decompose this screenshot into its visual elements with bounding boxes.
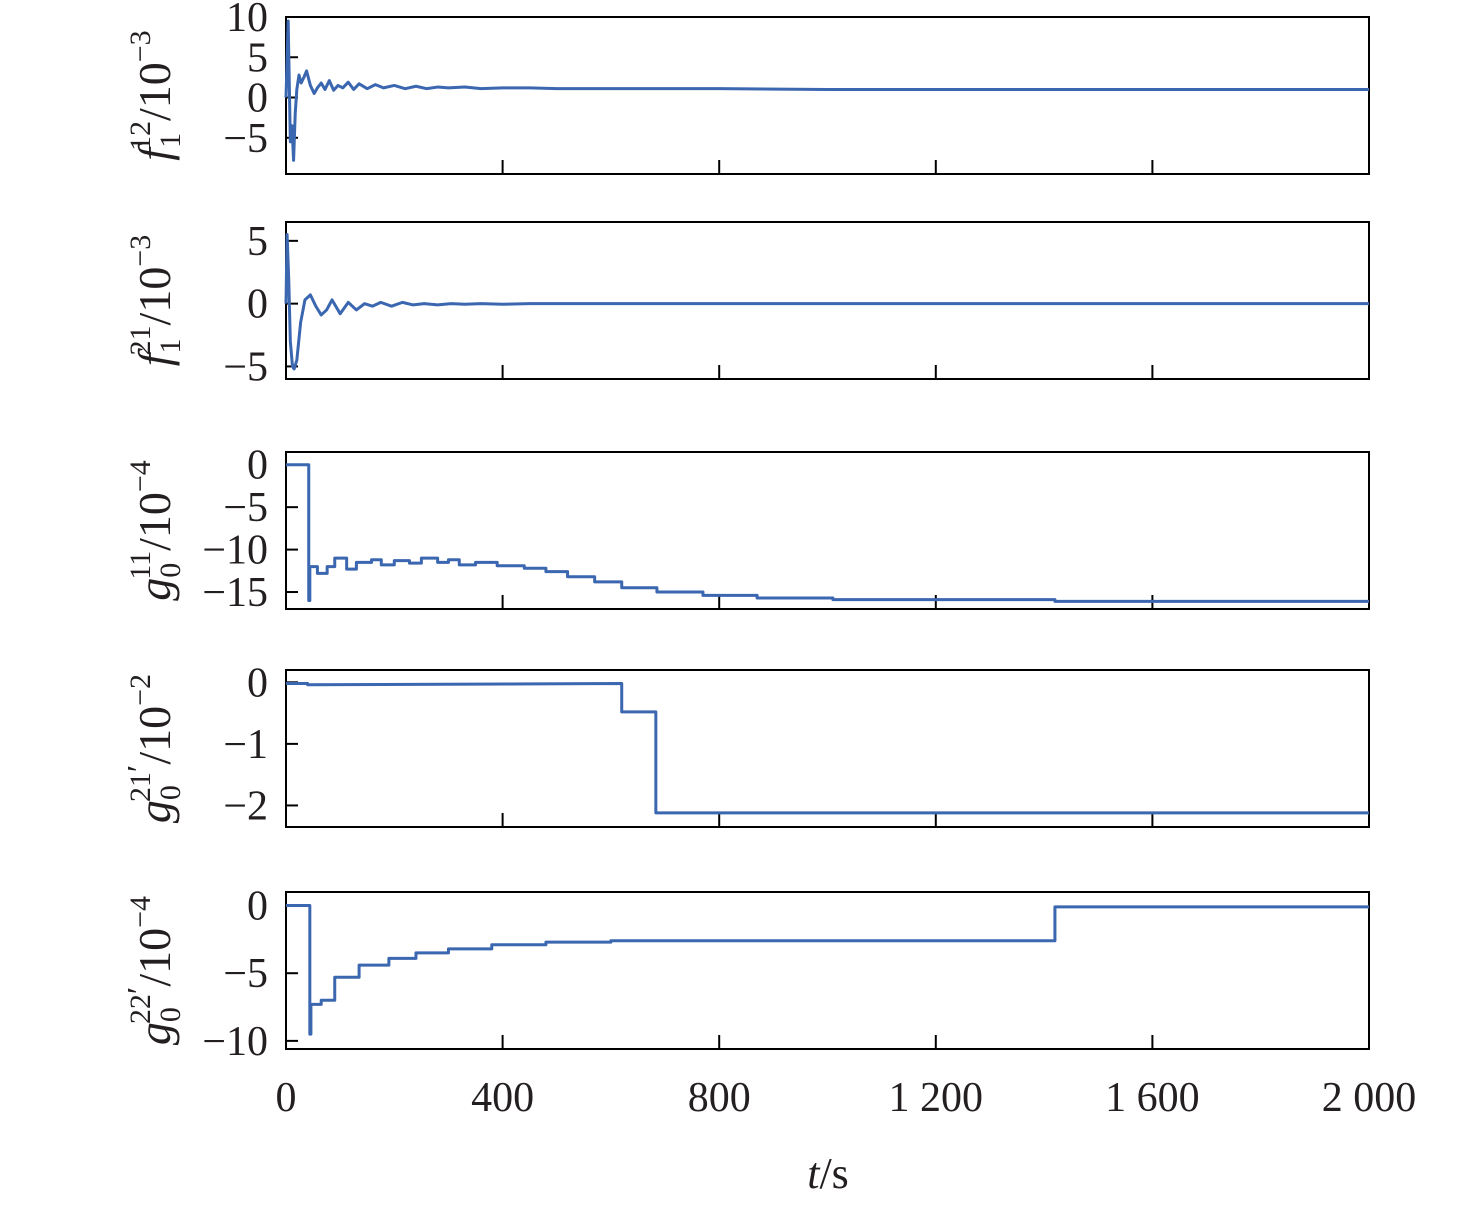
- series-line: [286, 463, 1369, 603]
- y-label-exponent: −2: [124, 674, 157, 706]
- series-line: [286, 682, 1369, 815]
- y-axis-label: g022′/10−4: [121, 896, 187, 1045]
- series-line: [284, 19, 1369, 162]
- y-label-prime: ′: [121, 987, 158, 994]
- y-label-symbol: g: [129, 1022, 180, 1045]
- y-label-scale: /10: [129, 492, 180, 551]
- y-tick-label: 0: [247, 282, 268, 328]
- y-label-superscript: 12: [124, 121, 157, 151]
- x-axis-label: t/s: [807, 1149, 849, 1198]
- y-label-scale: /10: [129, 62, 180, 121]
- panel-frame: [285, 669, 1370, 828]
- y-tick-label: −5: [223, 344, 268, 390]
- y-axis-label: f121/10−3: [124, 235, 187, 366]
- y-axis-label: f112/10−3: [124, 30, 187, 160]
- y-label-subscript: 0: [154, 785, 187, 800]
- y-tick-label: 0: [247, 443, 268, 489]
- y-tick-label: −5: [223, 951, 268, 997]
- series-line: [286, 904, 1369, 1036]
- x-axis-label-unit: /s: [819, 1149, 848, 1198]
- y-label-exponent: −4: [124, 896, 157, 928]
- panel-frame: [285, 221, 1370, 380]
- svg-text:f112/10−3: f112/10−3: [124, 30, 187, 160]
- y-label-superscript: 22: [124, 994, 157, 1024]
- y-label-subscript: 1: [154, 338, 187, 353]
- x-tick-label: 1 200: [889, 1075, 984, 1121]
- y-tick-label: 10: [226, 0, 268, 41]
- x-axis-label-var: t: [807, 1149, 821, 1198]
- x-tick-label: 400: [471, 1075, 534, 1121]
- y-tick-label: 5: [247, 35, 268, 81]
- y-label-subscript: 1: [154, 134, 187, 148]
- y-label-prime: ′: [121, 765, 158, 772]
- y-label-exponent: −3: [124, 235, 157, 267]
- panel-frame: [285, 16, 1370, 175]
- y-tick-label: 0: [247, 884, 268, 930]
- y-tick-label: 0: [247, 660, 268, 706]
- y-axis-label: g011/10−4: [124, 460, 187, 601]
- y-label-subscript: 0: [154, 563, 187, 578]
- y-axis-label: g021′/10−2: [121, 674, 187, 823]
- y-tick-label: −10: [202, 1019, 268, 1065]
- svg-text:g021′/10−2: g021′/10−2: [121, 674, 187, 823]
- y-label-subscript: 0: [154, 1007, 187, 1022]
- y-tick-label: 5: [247, 219, 268, 265]
- panel-frame: [285, 451, 1370, 610]
- panel-frame: [285, 891, 1370, 1050]
- x-tick-label: 0: [276, 1075, 297, 1121]
- x-tick-label: 800: [688, 1075, 751, 1121]
- y-tick-label: −10: [202, 528, 268, 574]
- y-label-exponent: −4: [124, 460, 157, 492]
- series-line: [284, 233, 1369, 371]
- y-label-scale: /10: [129, 267, 180, 326]
- y-tick-label: 0: [247, 76, 268, 122]
- x-tick-label: 1 600: [1105, 1075, 1200, 1121]
- y-label-superscript: 11: [124, 551, 157, 580]
- y-tick-label: −5: [223, 485, 268, 531]
- y-tick-label: −15: [202, 570, 268, 616]
- y-tick-label: −5: [223, 116, 268, 162]
- y-label-symbol: g: [129, 800, 180, 823]
- y-label-exponent: −3: [124, 30, 157, 62]
- svg-text:f121/10−3: f121/10−3: [124, 235, 187, 366]
- panel-2: 5 0 −5 f121/10−3: [124, 219, 1370, 390]
- y-label-symbol: g: [129, 578, 180, 601]
- y-label-scale: /10: [129, 706, 180, 765]
- y-label-superscript: 21: [124, 772, 157, 802]
- y-label-superscript: 21: [124, 325, 157, 355]
- y-tick-label: −2: [223, 783, 268, 829]
- y-tick-label: −1: [223, 722, 268, 768]
- y-label-scale: /10: [129, 928, 180, 987]
- svg-text:g011/10−4: g011/10−4: [124, 460, 187, 601]
- svg-text:g022′/10−4: g022′/10−4: [121, 896, 187, 1045]
- x-tick-label: 2 000: [1322, 1075, 1417, 1121]
